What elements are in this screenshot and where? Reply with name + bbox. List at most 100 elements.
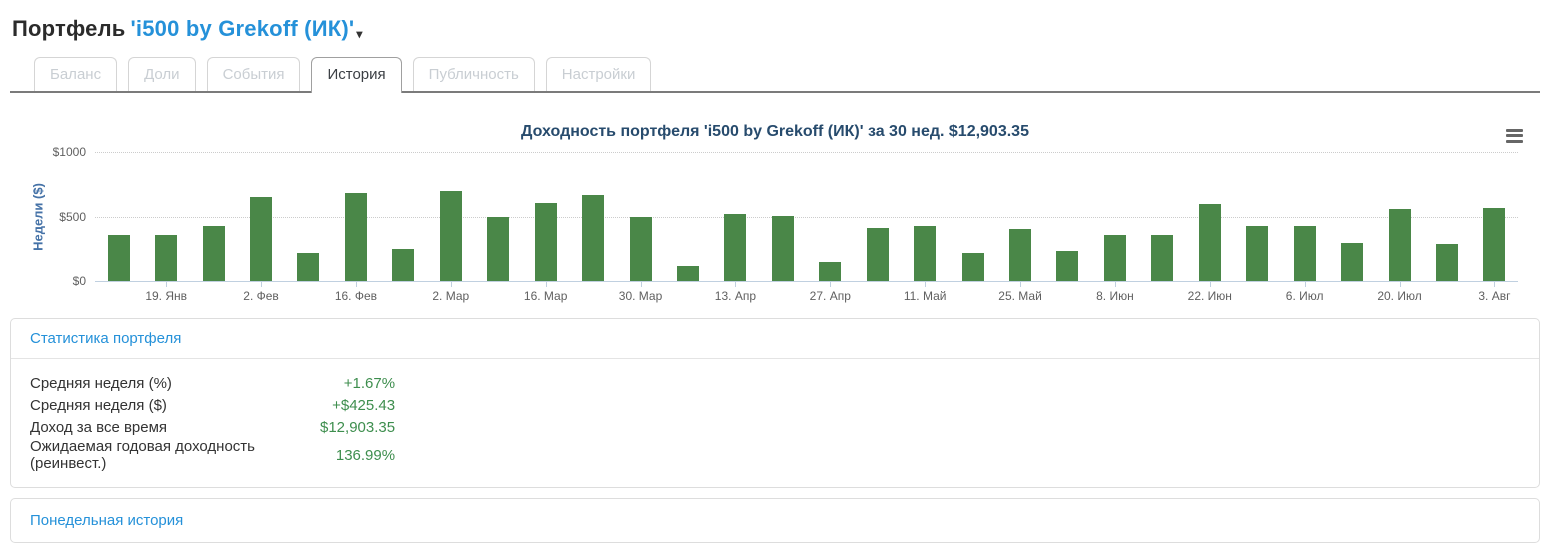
x-label-slot [1423,282,1470,308]
week-bar[interactable] [914,226,937,281]
hamburger-icon [1506,128,1523,143]
week-bar[interactable] [724,213,747,281]
week-bar[interactable] [1056,250,1079,281]
week-bar[interactable] [866,228,889,281]
week-bar[interactable] [250,197,273,281]
bar-slot [569,152,616,281]
x-label-slot: 11. Май [901,282,948,308]
bar-slot [285,152,332,281]
stat-value: $12,903.35 [320,418,396,436]
week-bar[interactable] [392,248,415,281]
x-axis-label: 11. Май [903,289,947,303]
bar-slot [807,152,854,281]
page-header: Портфель'i500 by Grekoff (ИК)' ▾ [12,16,1540,42]
week-bar[interactable] [344,192,367,281]
y-tick-label-1000: $1000 [52,145,86,159]
stat-label: Средняя неделя (%) [30,374,172,392]
tab-settings[interactable]: Настройки [545,57,652,91]
week-bar[interactable] [297,253,320,281]
chart-area: Недели ($) $1000 $500 $0 19. Янв 2. Фев 16… [31,145,1518,308]
axis-tick [640,282,642,287]
week-bar[interactable] [202,226,225,281]
tab-publicity[interactable]: Публичность [412,57,535,91]
portfolio-stats-panel: Статистика портфеля Средняя неделя (%) +… [10,318,1540,488]
week-bar[interactable] [819,261,842,281]
caret-down-icon[interactable]: ▾ [356,27,363,41]
x-axis-label: 25. Май [998,289,1042,303]
x-axis-labels: 19. Янв 2. Фев 16. Фев 2. Мар 16. Мар 30. Мар… [95,282,1518,308]
week-bar[interactable] [629,216,652,281]
tab-shares[interactable]: Доли [128,57,196,91]
stats-panel-body: Средняя неделя (%) +1.67% Средняя неделя… [11,359,1539,487]
portfolio-returns-chart: Доходность портфеля 'i500 by Grekoff (ИК… [10,123,1540,308]
x-label-slot: 8. Июн [1091,282,1138,308]
week-bar[interactable] [1341,242,1364,281]
table-row: Доход за все время $12,903.35 [30,416,395,438]
bar-slot [1328,152,1375,281]
weekly-history-panel: Понедельная история [10,498,1540,543]
week-bar[interactable] [1388,209,1411,281]
x-label-slot [95,282,142,308]
stat-value: +$425.43 [332,396,396,414]
y-tick-label-500: $500 [59,209,86,224]
bars [95,152,1518,281]
chart-export-menu-button[interactable] [1503,123,1526,148]
plot-area: Недели ($) $1000 $500 $0 [31,145,1518,288]
week-bar[interactable] [155,235,178,281]
tab-balance[interactable]: Баланс [34,57,118,91]
week-bar[interactable] [1198,203,1221,281]
stats-table: Средняя неделя (%) +1.67% Средняя неделя… [30,372,396,473]
week-bar[interactable] [1483,208,1506,281]
bar-slot [95,152,142,281]
x-label-slot: 3. Авг [1471,282,1518,308]
stats-header-link[interactable]: Статистика портфеля [30,330,182,347]
axis-tick [925,282,927,287]
x-label-slot [569,282,616,308]
bar-slot [1376,152,1423,281]
week-bar[interactable] [1103,234,1126,281]
week-bar[interactable] [961,253,984,281]
portfolio-name-link[interactable]: 'i500 by Grekoff (ИК)' [130,16,355,41]
stat-label: Средняя неделя ($) [30,396,167,414]
week-bar[interactable] [107,235,130,281]
table-row: Средняя неделя ($) +$425.43 [30,394,395,416]
axis-tick [166,282,168,287]
week-bar[interactable] [1151,234,1174,281]
week-bar[interactable] [534,202,557,281]
chart-title: Доходность портфеля 'i500 by Grekoff (ИК… [521,123,1029,140]
bar-slot [1091,152,1138,281]
week-bar[interactable] [439,190,462,281]
x-label-slot: 16. Фев [332,282,379,308]
x-axis-label: 30. Мар [618,289,663,303]
table-row: Средняя неделя (%) +1.67% [30,372,395,394]
stats-panel-heading: Статистика портфеля [11,319,1539,359]
x-label-slot: 6. Июл [1281,282,1328,308]
week-bar[interactable] [487,217,510,281]
weekly-history-link[interactable]: Понедельная история [30,512,184,529]
bar-slot [190,152,237,281]
stat-value: 136.99% [335,446,396,464]
x-label-slot: 22. Июн [1186,282,1233,308]
bar-slot [1471,152,1518,281]
week-bar[interactable] [1246,225,1269,281]
week-bar[interactable] [582,195,605,281]
x-axis-label: 6. Июл [1285,289,1324,303]
bar-slot [996,152,1043,281]
bar-slot [475,152,522,281]
page-title-prefix: Портфель [12,16,126,41]
week-bar[interactable] [1435,243,1458,281]
week-bar[interactable] [771,215,794,281]
tab-history[interactable]: История [311,57,402,93]
x-label-slot [1139,282,1186,308]
tab-events[interactable]: События [206,57,301,91]
x-axis-label: 2. Фев [243,289,279,303]
axis-tick [545,282,547,287]
stat-value: +1.67% [343,374,396,392]
bar-slot [142,152,189,281]
bar-slot [1281,152,1328,281]
week-bar[interactable] [1293,225,1316,281]
gridline-500 [95,216,1518,218]
axis-tick [450,282,452,287]
week-bar[interactable] [676,266,699,281]
week-bar[interactable] [1009,228,1032,281]
